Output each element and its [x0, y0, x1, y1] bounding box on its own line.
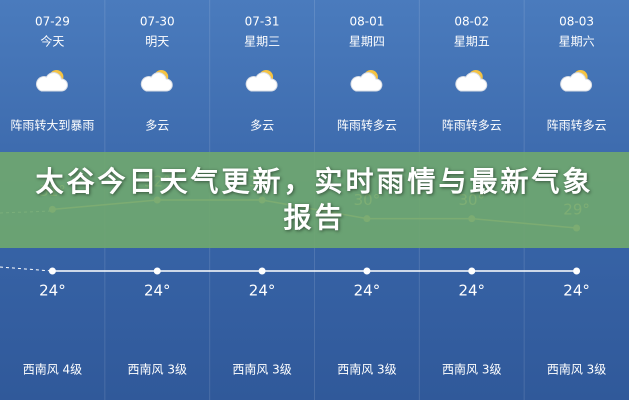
weekday: 今天	[40, 34, 64, 49]
low-label: 24°	[144, 282, 171, 300]
low-label: 24°	[563, 282, 590, 300]
weekday: 星期四	[349, 35, 385, 49]
weather-icon	[140, 70, 173, 92]
weather-icon	[245, 70, 278, 92]
icon-cloud	[36, 72, 68, 92]
weather-icon	[36, 70, 68, 92]
date: 08-02	[454, 15, 489, 29]
wind: 西南风 3级	[337, 362, 396, 377]
weekday: 明天	[145, 35, 169, 49]
wind: 西南风 3级	[128, 362, 187, 377]
low-label: 24°	[39, 282, 66, 300]
icon-cloud	[140, 72, 173, 92]
low-label: 24°	[354, 282, 381, 300]
wind: 西南风 3级	[547, 362, 606, 377]
weather-icon	[560, 70, 593, 92]
date: 07-30	[140, 15, 175, 29]
weekday: 星期五	[454, 35, 490, 49]
icon-cloud	[455, 72, 488, 92]
wind: 西南风 3级	[232, 362, 291, 377]
weather-icon	[350, 70, 383, 92]
condition: 多云	[145, 119, 169, 133]
low-label: 24°	[458, 282, 485, 300]
date: 07-31	[245, 15, 280, 29]
icon-cloud	[560, 72, 593, 92]
condition: 阵雨转多云	[442, 118, 502, 133]
title: 太谷今日天气更新，实时雨情与最新气象报告	[35, 165, 594, 234]
low-label: 24°	[249, 282, 276, 300]
wind: 西南风 4级	[23, 362, 82, 377]
wind: 西南风 3级	[442, 362, 501, 377]
condition: 多云	[250, 119, 274, 133]
icon-cloud	[350, 72, 383, 92]
icon-cloud	[245, 72, 278, 92]
weekday: 星期六	[559, 35, 595, 49]
title-banner: 太谷今日天气更新，实时雨情与最新气象报告	[0, 152, 629, 248]
lead-dash	[0, 266, 53, 272]
condition: 阵雨转大到暴雨	[10, 118, 94, 133]
condition: 阵雨转多云	[547, 118, 607, 133]
weekday: 星期三	[244, 35, 280, 49]
weather-icon	[455, 70, 488, 92]
date: 08-01	[349, 15, 384, 29]
date: 07-29	[35, 15, 70, 29]
condition: 阵雨转多云	[337, 118, 397, 133]
date: 08-03	[559, 15, 594, 29]
